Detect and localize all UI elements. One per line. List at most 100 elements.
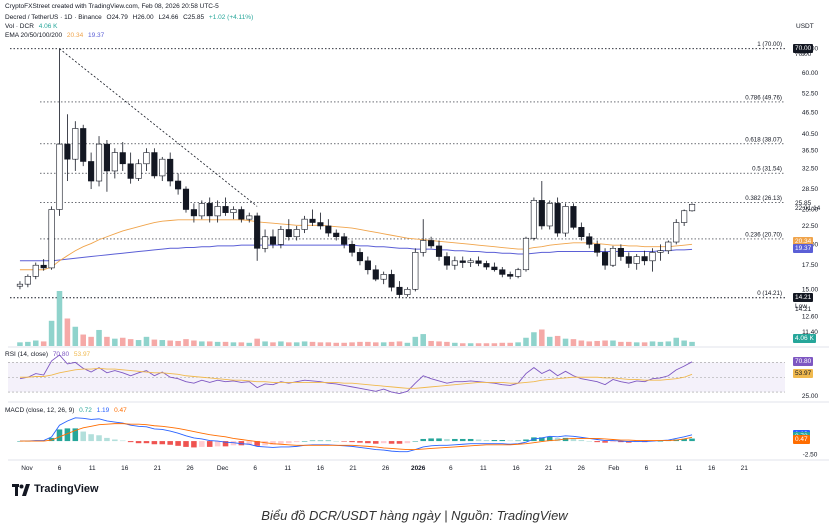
macd-histogram-bar bbox=[206, 441, 213, 447]
volume-bar bbox=[452, 342, 458, 346]
rsi-legend: RSI (14, close) 70.80 53.97 bbox=[5, 351, 93, 358]
volume-bar bbox=[159, 340, 166, 346]
candle-down bbox=[182, 188, 190, 210]
candle-up bbox=[24, 276, 31, 285]
volume-bar bbox=[214, 341, 221, 346]
symbol-ohlc-line: Decred / TetherUS · 1D · Binance O24.79 … bbox=[5, 14, 256, 21]
macd-hist-value: 0.72 bbox=[79, 407, 92, 414]
macd-histogram-bar bbox=[191, 441, 197, 448]
price-axis-label: 4.06 K bbox=[793, 334, 816, 344]
macd-histogram-bar bbox=[167, 441, 173, 445]
volume-bar bbox=[183, 339, 189, 346]
macd-histogram-bar bbox=[380, 441, 387, 444]
macd-histogram-bar bbox=[436, 438, 442, 442]
candle-down bbox=[64, 143, 71, 160]
macd-histogram-bar bbox=[151, 441, 158, 445]
trading-chart[interactable]: 70.00 60.00 52.50 46.50 40.50 36.50 32.50 28.50… bbox=[0, 0, 829, 500]
volume-bar bbox=[80, 334, 86, 346]
candle-up bbox=[246, 215, 253, 220]
time-axis-tick: Dec bbox=[217, 465, 229, 472]
macd-histogram-bar bbox=[681, 438, 687, 442]
candle-down bbox=[238, 209, 245, 220]
candle-down bbox=[175, 180, 182, 190]
fib-level-label: 1 (70.00) bbox=[757, 41, 782, 48]
macd-histogram-bar bbox=[199, 441, 205, 447]
price-axis-tick: 28.50 bbox=[802, 186, 819, 193]
volume-bar bbox=[436, 341, 442, 346]
volume-bar bbox=[206, 341, 213, 346]
volume-bar bbox=[459, 343, 466, 346]
time-axis-tick: 11 bbox=[676, 465, 683, 472]
rsi-title[interactable]: RSI (14, close) bbox=[5, 351, 48, 358]
price-axis-tick: 52.50 bbox=[802, 91, 819, 98]
volume-bar bbox=[649, 341, 656, 346]
fib-level-label: 0.5 (31.54) bbox=[752, 166, 782, 173]
macd-histogram-bar bbox=[586, 441, 593, 442]
volume-bar bbox=[531, 332, 537, 346]
candle-up bbox=[143, 152, 150, 165]
macd-signal-line bbox=[19, 423, 693, 450]
volume-label[interactable]: Vol · DCR bbox=[5, 23, 34, 30]
price-axis-tick: 17.50 bbox=[802, 262, 819, 269]
volume-bar bbox=[119, 337, 126, 346]
currency-label: USDT bbox=[796, 23, 814, 30]
volume-bar bbox=[539, 329, 545, 346]
candle-down bbox=[372, 269, 379, 280]
price-axis-label: 22:01:14 bbox=[795, 204, 821, 212]
volume-bar bbox=[127, 339, 134, 346]
candle-down bbox=[570, 206, 577, 228]
volume-bar bbox=[293, 342, 300, 346]
volume-bar bbox=[570, 339, 577, 346]
price-axis-label: 70.00 bbox=[793, 43, 814, 53]
time-axis-tick: 16 bbox=[121, 465, 129, 472]
macd-histogram-bar bbox=[72, 428, 79, 442]
symbol-name[interactable]: Decred / TetherUS · 1D · Binance bbox=[5, 14, 102, 21]
price-axis-tick: 25.00 bbox=[802, 207, 819, 214]
candle-down bbox=[483, 263, 490, 268]
candle-down bbox=[190, 209, 197, 217]
candle-down bbox=[475, 260, 482, 264]
time-axis-tick: 11 bbox=[284, 465, 291, 472]
ema-slow-value: 19.37 bbox=[88, 32, 105, 39]
volume-bar bbox=[412, 336, 419, 346]
macd-histogram-bar bbox=[64, 428, 71, 442]
tradingview-logo[interactable]: TradingView bbox=[12, 483, 99, 496]
volume-bar bbox=[641, 342, 648, 346]
ohlc-open: O24.79 bbox=[106, 14, 128, 21]
time-axis-tick: 16 bbox=[512, 465, 520, 472]
macd-histogram-bar bbox=[412, 441, 419, 442]
volume-bar bbox=[373, 342, 379, 346]
candle-up bbox=[649, 252, 656, 262]
macd-histogram-bar bbox=[278, 441, 284, 444]
volume-bar bbox=[404, 342, 411, 346]
candle-up bbox=[198, 203, 205, 217]
volume-bar bbox=[317, 342, 324, 346]
macd-histogram-bar bbox=[112, 439, 118, 442]
ema-legend: EMA 20/50/100/200 20.34 19.37 bbox=[5, 32, 107, 39]
ohlc-change: +1.02 (+4.11%) bbox=[208, 14, 254, 21]
volume-bar bbox=[17, 342, 23, 346]
time-axis-tick: 16 bbox=[317, 465, 325, 472]
candle-up bbox=[32, 264, 39, 277]
ema-label[interactable]: EMA 20/50/100/200 bbox=[5, 32, 63, 39]
candle-down bbox=[435, 245, 443, 257]
price-axis-tick: 46.50 bbox=[802, 110, 819, 117]
macd-histogram-bar bbox=[570, 438, 577, 442]
fib-level-label: 0.618 (38.07) bbox=[745, 136, 782, 143]
volume-bar bbox=[546, 336, 553, 346]
macd-histogram-bar bbox=[325, 440, 332, 442]
volume-bar bbox=[230, 342, 237, 346]
candle-down bbox=[459, 260, 466, 263]
macd-histogram-bar bbox=[96, 435, 102, 442]
fib-level-label: 0 (14.21) bbox=[757, 290, 782, 297]
candle-down bbox=[443, 256, 450, 266]
candle-down bbox=[206, 203, 213, 217]
volume-bar bbox=[246, 342, 253, 346]
volume-bar bbox=[657, 341, 664, 346]
time-axis-tick: 21 bbox=[741, 465, 749, 472]
candle-down bbox=[103, 143, 110, 172]
macd-legend: MACD (close, 12, 26, 9) 0.72 1.19 0.47 bbox=[5, 407, 130, 414]
macd-title[interactable]: MACD (close, 12, 26, 9) bbox=[5, 407, 75, 414]
candle-down bbox=[333, 232, 340, 238]
macd-histogram-bar bbox=[515, 440, 521, 442]
